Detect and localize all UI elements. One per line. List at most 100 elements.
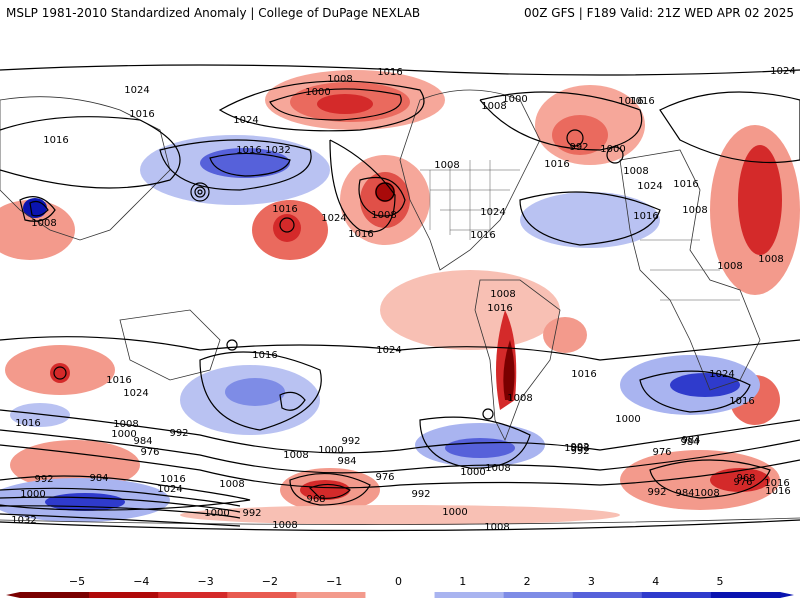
isobar-label: 1008 [434, 160, 459, 171]
isobar-label: 992 [569, 142, 588, 153]
isobar-label: 1008 [717, 261, 742, 272]
isobar-label: 1008 [682, 205, 707, 216]
map-title: MSLP 1981-2010 Standardized Anomaly | Co… [6, 6, 421, 20]
colorbar-cell [572, 592, 643, 598]
isobar-label: 976 [140, 447, 159, 458]
isobar-label: 1008 [272, 520, 297, 531]
colorbar-tick-label: −1 [326, 575, 342, 588]
coastlines [0, 89, 800, 525]
isobar-label: 1016 [236, 145, 261, 156]
isobar-label: 984 [337, 456, 356, 467]
isobar-label: 1016 [487, 303, 512, 314]
isobar-label: 1016 [106, 375, 131, 386]
isobar-label: 1000 [318, 445, 343, 456]
isobar-label: 1008 [31, 218, 56, 229]
isobar-label: 1016 [571, 369, 596, 380]
colorbar-tick-label: 1 [459, 575, 466, 588]
colorbar-cell [641, 592, 712, 598]
isobar-label: 1016 [764, 478, 789, 489]
colorbar-cell [503, 592, 574, 598]
isobar-label: 992 [169, 428, 188, 439]
isobar-label: 1008 [490, 289, 515, 300]
isobar-label: 1008 [758, 254, 783, 265]
colorbar-cell [89, 592, 159, 598]
isobar-label: 992 [242, 508, 261, 519]
isobar-label: 1016 [160, 474, 185, 485]
isobar-label: 968 [736, 473, 755, 484]
colorbar-tick-label: 0 [395, 575, 402, 588]
isobar-label: 1024 [124, 85, 149, 96]
isobar-label: 992 [341, 436, 360, 447]
isobar-label: 1008 [623, 166, 648, 177]
isobar-label: 1016 [43, 135, 68, 146]
isobar-contours [0, 64, 800, 532]
isobar-label: 1008 [481, 101, 506, 112]
colorbar-tick-label: −2 [262, 575, 278, 588]
isobar-label: 1016 [618, 96, 643, 107]
isobar-label: 1032 [265, 145, 290, 156]
isobar-label: 976 [375, 472, 394, 483]
colorbar-tick-label: −5 [69, 575, 85, 588]
colorbar-cell [296, 592, 366, 598]
isobar-label: 1016 [272, 204, 297, 215]
colorbar-cells [6, 592, 794, 598]
colorbar-ticks: −5 −4 −3 −2 −1 0 1 2 3 4 5 [69, 575, 724, 588]
isobar-label: 1008 [327, 74, 352, 85]
isobar-label: 1008 [371, 210, 396, 221]
isobar-label: 1000 [305, 87, 330, 98]
isobar-label: 1016 [470, 230, 495, 241]
isobar-label: 1016 [15, 418, 40, 429]
isobar-label: 1032 [11, 515, 36, 526]
colorbar-tick-label: 4 [652, 575, 659, 588]
isobar-label: 1016 [544, 159, 569, 170]
colorbar-cell [20, 592, 90, 598]
isobar-label: 1024 [637, 181, 662, 192]
colorbar-cell [227, 592, 297, 598]
isobar-label: 1016 [629, 96, 654, 107]
isobar-label: 1024 [233, 115, 258, 126]
isobar-label: 1016 [673, 179, 698, 190]
isobar-label: 1024 [157, 484, 182, 495]
colorbar-cell [710, 592, 781, 598]
colorbar-cell [365, 592, 436, 598]
isobar-label: 992 [647, 487, 666, 498]
colorbar-max-arrow [780, 592, 794, 598]
isobar-label: 984 [680, 437, 699, 448]
colorbar-tick-label: 3 [588, 575, 595, 588]
isobar-label: 968 [306, 494, 325, 505]
colorbar-tick-label: −4 [133, 575, 149, 588]
colorbar-cell [158, 592, 228, 598]
isobar-label: 1008 [484, 522, 509, 533]
colorbar: −5 −4 −3 −2 −1 0 1 2 3 4 5 [6, 575, 794, 598]
isobar-label: 992 [570, 442, 589, 453]
isobar-label: 976 [652, 447, 671, 458]
isobar-label: 1024 [480, 207, 505, 218]
isobar-label: 1024 [123, 388, 148, 399]
isobar-label: 1000 [615, 414, 640, 425]
isobar-label: 1000 [442, 507, 467, 518]
isobar-label: 1008 [219, 479, 244, 490]
isobar-label: 1016 [129, 109, 154, 120]
isobar-label: 1008 [507, 393, 532, 404]
isobar-label: 984 [681, 435, 700, 446]
isobar-label: 1008 [694, 488, 719, 499]
isobar-label: 976 [733, 477, 752, 488]
isobar-label: 984 [89, 473, 108, 484]
borders [420, 160, 740, 301]
isobar-label: 1000 [502, 94, 527, 105]
isobar-label: 1024 [321, 213, 346, 224]
colorbar-tick-label: 5 [717, 575, 724, 588]
isobar-label: 1000 [600, 144, 625, 155]
negative-anomaly-fields [0, 135, 760, 522]
isobar-label: 1016 [765, 486, 790, 497]
colorbar-tick-label: −3 [197, 575, 213, 588]
isobar-label: 992 [570, 446, 589, 457]
isobar-label: 1016 [252, 350, 277, 361]
isobar-label: 1024 [376, 345, 401, 356]
isobar-label: 1024 [770, 66, 795, 77]
isobar-label: 1000 [111, 429, 136, 440]
isobar-label: 992 [411, 489, 430, 500]
isobar-label: 984 [675, 488, 694, 499]
